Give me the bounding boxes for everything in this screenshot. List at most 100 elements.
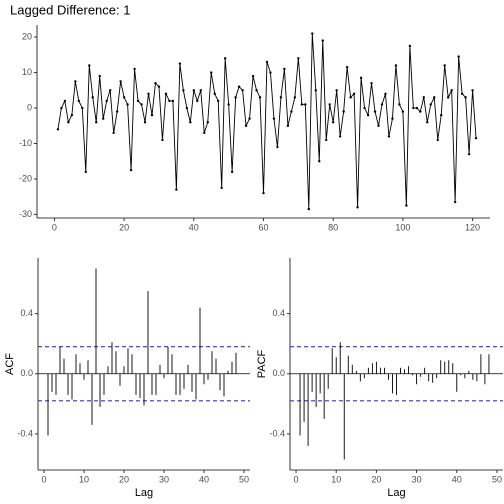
point: [328, 103, 331, 106]
point: [234, 96, 237, 99]
x-tick-label: 40: [199, 474, 209, 484]
point: [241, 89, 244, 92]
point: [276, 145, 279, 149]
point: [433, 96, 436, 99]
point: [91, 96, 94, 99]
point: [143, 121, 147, 124]
point: [338, 135, 342, 138]
point: [105, 99, 108, 103]
point: [154, 81, 157, 85]
point: [178, 62, 182, 65]
point: [269, 71, 272, 74]
x-tick-label: 60: [258, 222, 268, 232]
point: [122, 96, 126, 99]
point: [474, 136, 478, 140]
x-tick-label: 80: [328, 222, 338, 232]
point: [175, 188, 178, 191]
point: [446, 96, 450, 99]
point: [412, 106, 415, 110]
x-tick-label: 40: [189, 222, 199, 232]
point: [133, 67, 136, 71]
y-tick-label: 0: [27, 102, 32, 112]
point: [217, 99, 220, 103]
point: [384, 92, 387, 96]
point: [335, 89, 338, 92]
x-tick-label: 0: [52, 222, 57, 232]
point: [370, 81, 373, 85]
x-tick-label: 10: [331, 474, 341, 484]
point: [74, 80, 77, 83]
point: [213, 92, 216, 96]
y-tick-label: -20: [19, 173, 32, 183]
point: [398, 103, 401, 106]
point: [227, 103, 230, 106]
point: [265, 60, 269, 64]
point: [297, 57, 300, 60]
x-tick-label: 50: [492, 474, 502, 484]
point: [349, 96, 352, 99]
y-tick-label: -10: [19, 138, 32, 148]
point: [126, 103, 129, 106]
point: [321, 39, 324, 42]
point: [415, 106, 419, 110]
point: [325, 138, 328, 142]
point: [199, 89, 202, 92]
y-tick-label: 0.4: [272, 308, 285, 318]
point: [318, 160, 321, 163]
point: [203, 131, 206, 135]
chart-title: Lagged Difference: 1: [10, 2, 130, 17]
point: [56, 128, 60, 131]
point: [453, 200, 457, 204]
point: [98, 74, 101, 78]
x-tick-label: 20: [119, 474, 129, 484]
point: [67, 121, 70, 124]
point: [185, 106, 189, 110]
point: [419, 110, 422, 113]
x-tick-label: 0: [294, 474, 299, 484]
point: [467, 152, 471, 156]
point: [220, 186, 223, 190]
point: [342, 110, 345, 113]
point: [248, 117, 251, 120]
point: [283, 67, 286, 71]
x-tick-label: 120: [465, 222, 480, 232]
point: [129, 168, 133, 172]
point: [443, 64, 446, 67]
point: [373, 110, 377, 113]
point: [359, 76, 363, 80]
point: [244, 124, 248, 127]
point: [272, 117, 276, 120]
point: [401, 110, 405, 113]
point: [102, 117, 105, 120]
point: [366, 113, 370, 117]
point: [408, 44, 412, 48]
x-tick-label: 20: [371, 474, 381, 484]
point: [471, 89, 474, 92]
y-tick-label: -0.4: [269, 428, 285, 438]
point: [210, 71, 213, 74]
point: [147, 92, 150, 96]
point: [422, 96, 425, 99]
point: [457, 55, 460, 58]
point: [262, 191, 265, 195]
y-tick-label: -0.4: [17, 428, 33, 438]
point: [168, 99, 171, 103]
point: [311, 32, 314, 35]
point: [255, 89, 258, 92]
point: [95, 121, 98, 124]
x-axis-label: Lag: [387, 487, 405, 499]
x-tick-label: 10: [79, 474, 89, 484]
point: [136, 99, 140, 103]
point: [223, 57, 227, 60]
point: [115, 110, 119, 113]
x-tick-label: 30: [159, 474, 169, 484]
point: [84, 170, 87, 174]
point: [251, 74, 255, 78]
point: [189, 121, 192, 124]
y-axis-label: PACF: [256, 349, 268, 378]
point: [300, 103, 304, 106]
point: [429, 103, 432, 106]
y-tick-label: 20: [22, 31, 32, 41]
point: [192, 89, 196, 92]
